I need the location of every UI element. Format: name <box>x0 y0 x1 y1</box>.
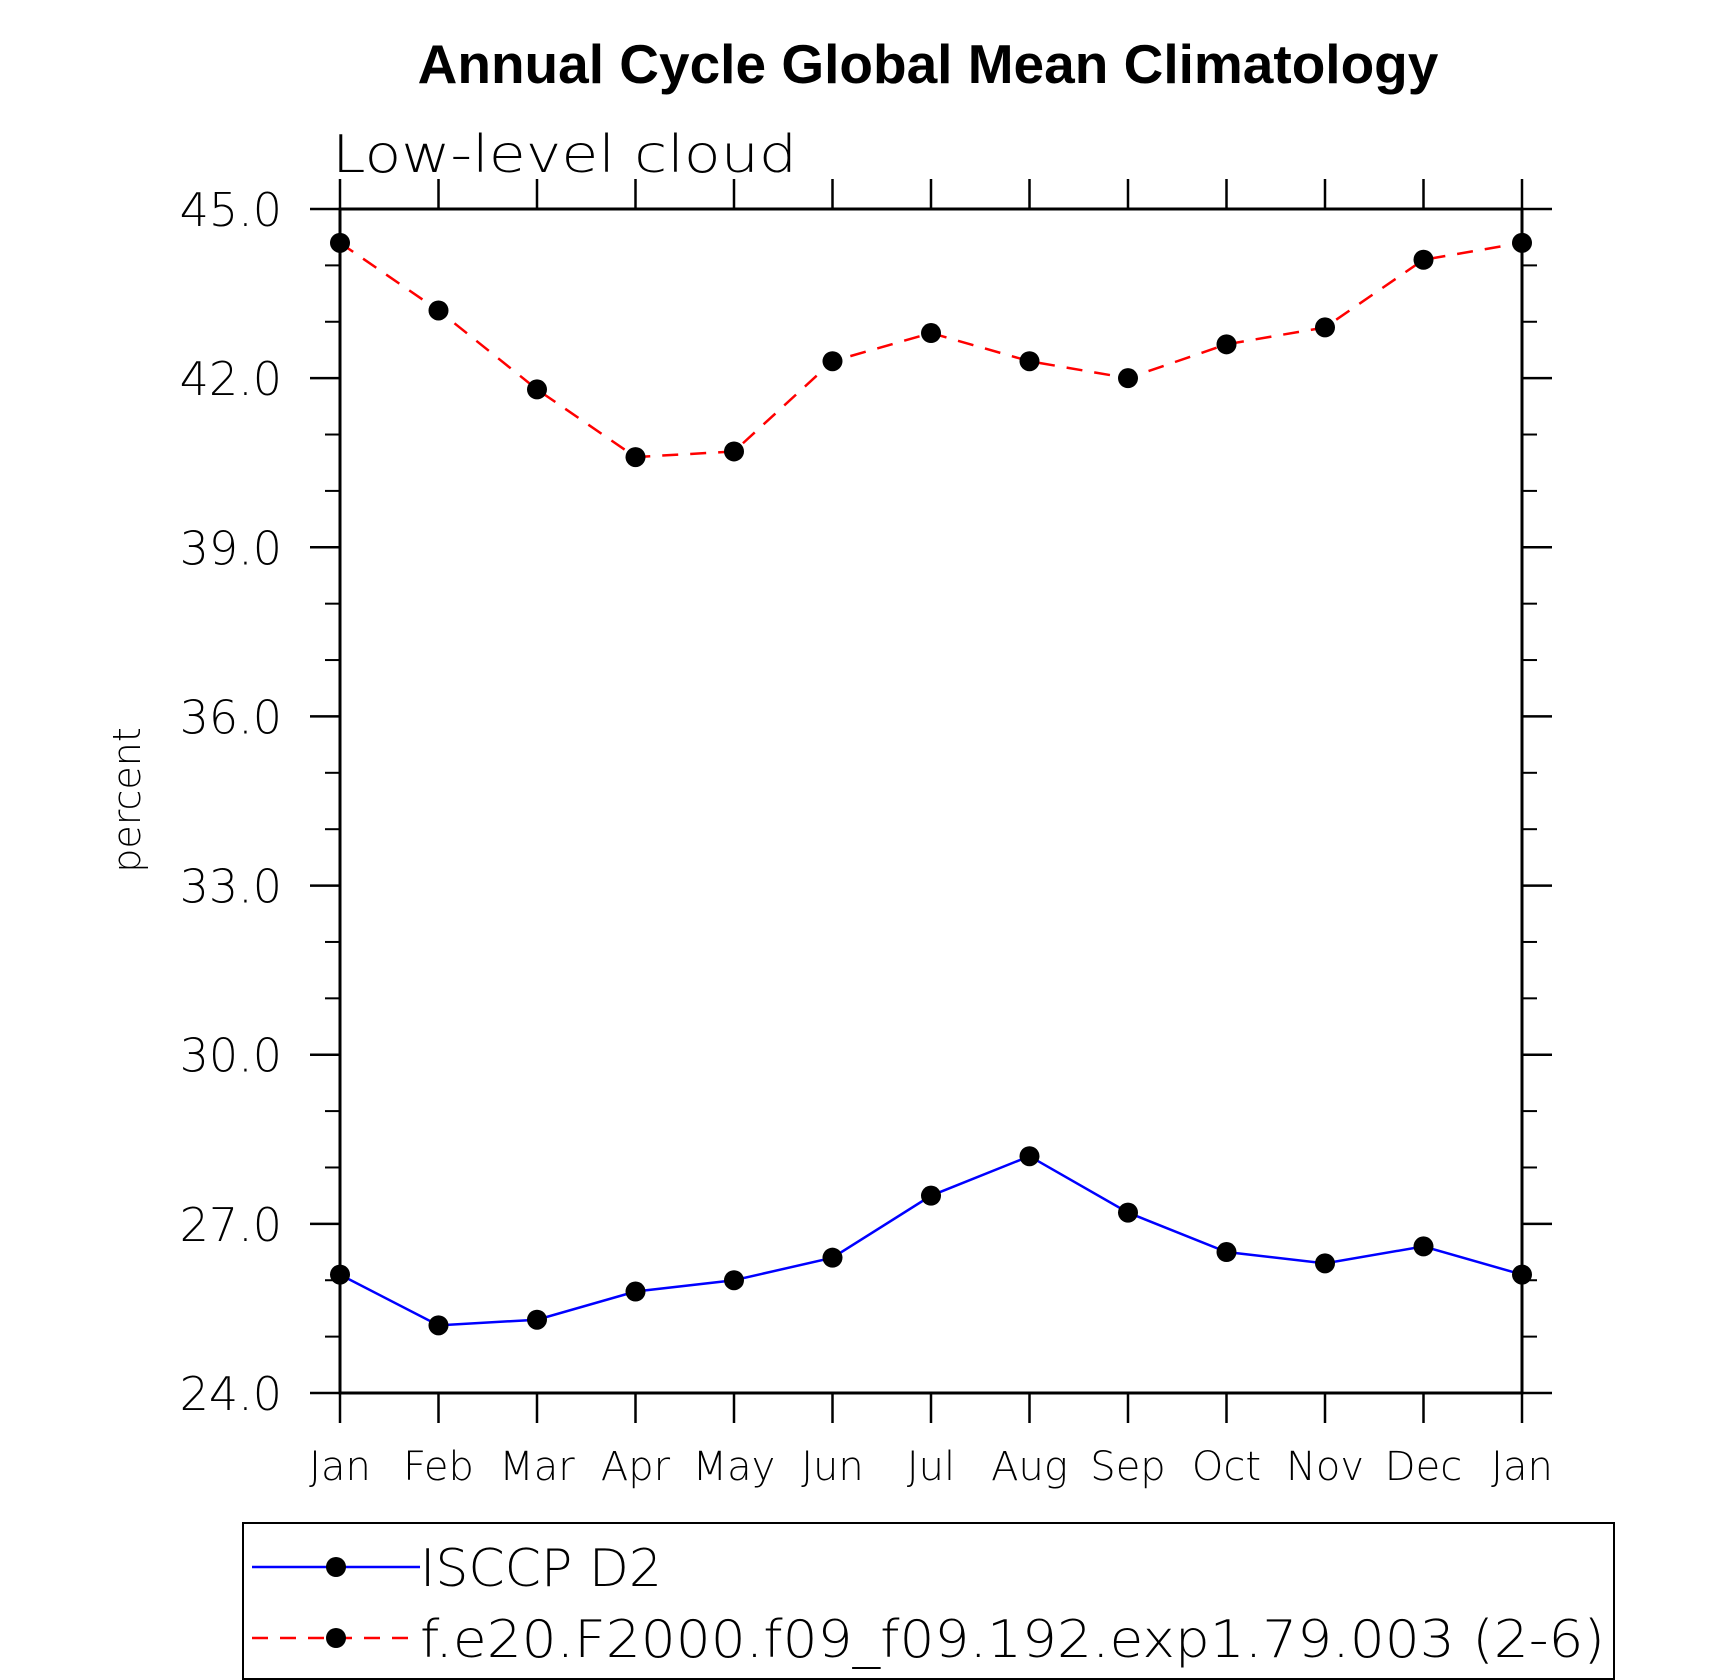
data-point <box>330 232 350 253</box>
x-tick-label: Apr <box>601 1444 671 1490</box>
x-tick-label: Aug <box>991 1444 1068 1490</box>
data-point <box>1315 1253 1335 1274</box>
data-point <box>724 441 744 462</box>
y-tick-label: 27.0 <box>180 1198 282 1252</box>
data-point <box>527 379 547 400</box>
chart-title: Annual Cycle Global Mean Climatology <box>418 33 1439 95</box>
plot-axes <box>310 179 1552 1423</box>
series-line <box>339 1154 1523 1327</box>
y-tick-label: 36.0 <box>180 690 282 744</box>
x-tick-label: Jun <box>801 1444 864 1490</box>
data-point <box>822 1247 843 1268</box>
x-tick-label: Jul <box>907 1444 955 1490</box>
data-point <box>822 351 843 372</box>
x-tick-label: Jan <box>309 1444 371 1490</box>
series-0 <box>330 1146 1532 1336</box>
data-point <box>1413 249 1434 270</box>
data-point <box>724 1270 744 1291</box>
y-tick-label: 42.0 <box>180 352 282 406</box>
x-tick-label: Feb <box>403 1444 474 1490</box>
y-tick-label: 24.0 <box>180 1367 282 1421</box>
x-tick-label: Jan <box>1491 1444 1553 1490</box>
series-line <box>339 241 1523 459</box>
data-point <box>330 1264 350 1285</box>
data-point <box>1315 317 1335 338</box>
y-tick-label: 45.0 <box>180 183 282 237</box>
legend-marker-model <box>326 1628 346 1648</box>
y-tick-label: 30.0 <box>180 1029 282 1083</box>
x-tick-label: Oct <box>1192 1444 1261 1490</box>
legend-label-isccp: ISCCP D2 <box>420 1539 662 1599</box>
legend-label-model: f.e20.F2000.f09_f09.192.exp1.79.003 (2-6… <box>420 1610 1605 1670</box>
data-point <box>1413 1236 1434 1257</box>
data-point <box>428 1315 449 1336</box>
x-tick-label: Mar <box>499 1444 575 1490</box>
y-tick-label: 33.0 <box>180 860 282 914</box>
data-point <box>428 300 449 321</box>
data-point <box>921 323 941 344</box>
data-point <box>1118 1202 1138 1223</box>
series-layer <box>330 232 1532 1336</box>
data-point <box>1216 334 1237 355</box>
data-point <box>1512 232 1532 253</box>
plot-frame <box>338 207 1524 1395</box>
x-tick-labels: Jan Feb Mar Apr May Jun Jul Aug Sep Oct Nov Dec Jan <box>309 1444 1553 1490</box>
y-axis-label: percent <box>105 727 149 873</box>
legend-box <box>242 1522 1615 1680</box>
data-point <box>527 1309 547 1330</box>
x-tick-label: Nov <box>1286 1444 1364 1490</box>
y-tick-label: 39.0 <box>180 521 282 575</box>
data-point <box>921 1185 941 1206</box>
data-point <box>1019 1146 1040 1167</box>
series-1 <box>330 232 1532 468</box>
x-tick-label: Dec <box>1385 1444 1462 1490</box>
legend: ISCCP D2 f.e20.F2000.f09_f09.192.exp1.79… <box>242 1522 1615 1680</box>
x-tick-label: Sep <box>1090 1444 1165 1490</box>
data-point <box>1512 1264 1532 1285</box>
data-point <box>625 1281 646 1302</box>
data-point <box>1118 368 1138 389</box>
data-point <box>625 447 646 468</box>
data-point <box>1019 351 1040 372</box>
data-point <box>1216 1242 1237 1263</box>
legend-marker-isccp <box>326 1557 346 1577</box>
x-tick-label: May <box>693 1444 776 1490</box>
y-tick-labels: 24.0 27.0 30.0 33.0 36.0 39.0 42.0 45.0 <box>180 183 282 1421</box>
chart-subtitle: Low-level cloud <box>332 125 797 185</box>
